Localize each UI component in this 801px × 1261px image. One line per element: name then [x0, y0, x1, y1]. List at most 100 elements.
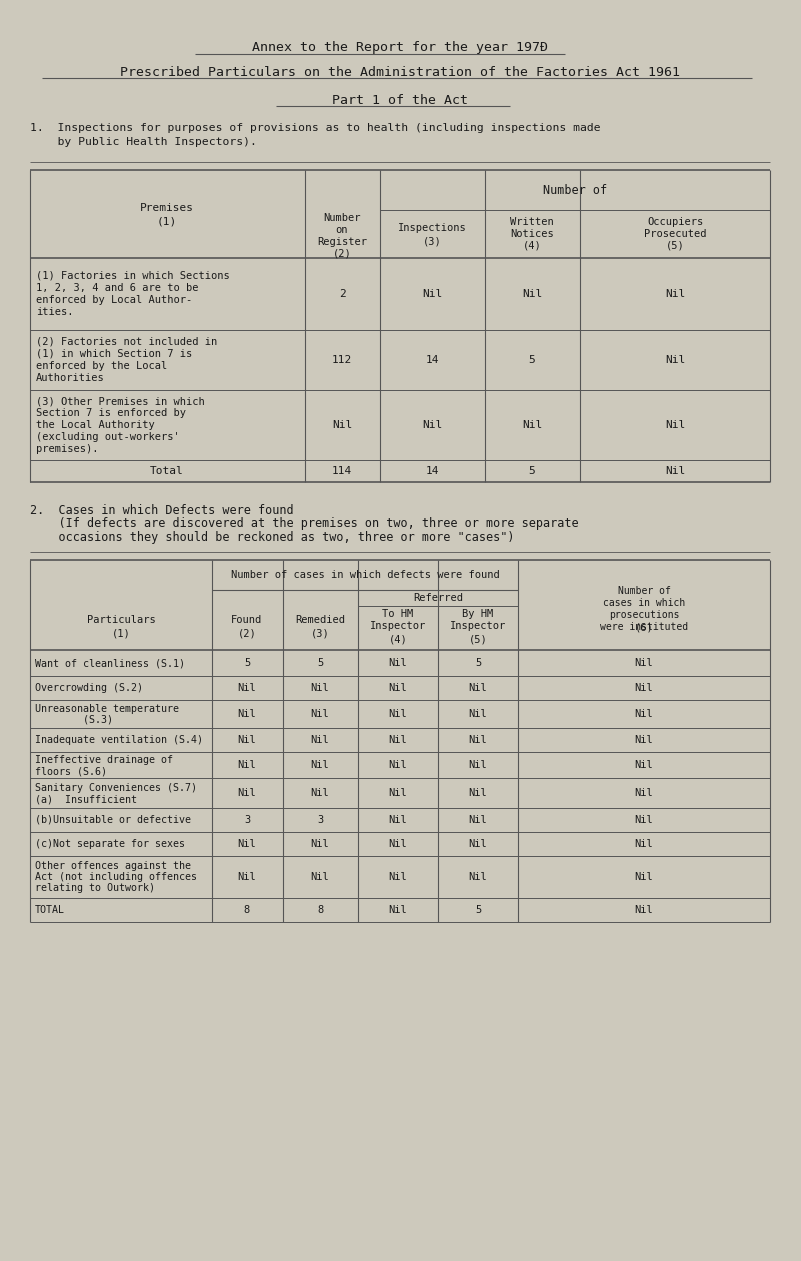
Text: Nil: Nil [388, 788, 408, 798]
Text: Remedied: Remedied [295, 615, 345, 625]
Text: Ineffective drainage of: Ineffective drainage of [35, 755, 173, 765]
Text: (1) in which Section 7 is: (1) in which Section 7 is [36, 349, 192, 359]
Text: Nil: Nil [665, 467, 685, 475]
Text: 5: 5 [475, 658, 481, 668]
Text: 5: 5 [529, 356, 535, 364]
Text: Nil: Nil [665, 289, 685, 299]
Text: 5: 5 [529, 467, 535, 475]
Text: Nil: Nil [388, 683, 408, 694]
Text: (2): (2) [238, 629, 256, 639]
Text: Nil: Nil [469, 788, 487, 798]
Text: By HM: By HM [462, 609, 493, 619]
Text: (If defects are discovered at the premises on two, three or more separate: (If defects are discovered at the premis… [30, 517, 578, 531]
Text: Nil: Nil [469, 839, 487, 849]
Text: Notices: Notices [510, 230, 553, 240]
Text: 112: 112 [332, 356, 352, 364]
Text: Nil: Nil [469, 873, 487, 881]
Text: Nil: Nil [311, 735, 329, 745]
Text: Nil: Nil [388, 905, 408, 915]
Text: Nil: Nil [634, 839, 654, 849]
Text: Total: Total [150, 467, 184, 475]
Text: (4): (4) [388, 636, 408, 644]
Text: Referred: Referred [413, 593, 463, 603]
Text: relating to Outwork): relating to Outwork) [35, 883, 155, 893]
Text: Nil: Nil [634, 905, 654, 915]
Text: Want of cleanliness (S.1): Want of cleanliness (S.1) [35, 658, 185, 668]
Text: (4): (4) [522, 241, 541, 251]
Text: 8: 8 [244, 905, 250, 915]
Text: (1): (1) [111, 629, 131, 639]
Text: 5: 5 [244, 658, 250, 668]
Text: (a)  Insufficient: (a) Insufficient [35, 794, 137, 805]
Text: Nil: Nil [634, 873, 654, 881]
Text: Nil: Nil [634, 815, 654, 825]
Text: TOTAL: TOTAL [35, 905, 65, 915]
Text: ities.: ities. [36, 306, 74, 317]
Text: Occupiers: Occupiers [647, 217, 703, 227]
Text: the Local Authority: the Local Authority [36, 420, 155, 430]
Text: (1): (1) [157, 217, 177, 227]
Text: (excluding out-workers': (excluding out-workers' [36, 433, 179, 443]
Text: Nil: Nil [469, 815, 487, 825]
Text: Nil: Nil [238, 709, 256, 719]
Text: Number of: Number of [618, 586, 670, 596]
Text: (2): (2) [332, 248, 352, 259]
Text: (3) Other Premises in which: (3) Other Premises in which [36, 396, 205, 406]
Text: Nil: Nil [388, 760, 408, 770]
Text: Nil: Nil [634, 788, 654, 798]
Text: Nil: Nil [238, 873, 256, 881]
Text: Nil: Nil [388, 709, 408, 719]
Text: Inspector: Inspector [450, 620, 506, 630]
Text: Number: Number [324, 213, 360, 223]
Text: Other offences against the: Other offences against the [35, 861, 191, 871]
Text: Prosecuted: Prosecuted [644, 230, 706, 240]
Text: Nil: Nil [634, 658, 654, 668]
Text: Section 7 is enforced by: Section 7 is enforced by [36, 409, 186, 417]
Text: Nil: Nil [311, 788, 329, 798]
Text: Nil: Nil [332, 420, 352, 430]
Text: Nil: Nil [238, 683, 256, 694]
Text: Nil: Nil [238, 839, 256, 849]
Text: Nil: Nil [665, 420, 685, 430]
Text: Nil: Nil [238, 735, 256, 745]
Text: Nil: Nil [522, 289, 542, 299]
Text: Written: Written [510, 217, 553, 227]
Text: (5): (5) [666, 241, 684, 251]
Text: enforced by the Local: enforced by the Local [36, 361, 167, 371]
Text: Nil: Nil [238, 788, 256, 798]
Text: 2.  Cases in which Defects were found: 2. Cases in which Defects were found [30, 503, 294, 517]
Text: 5: 5 [475, 905, 481, 915]
Text: Nil: Nil [388, 839, 408, 849]
Text: Nil: Nil [634, 709, 654, 719]
Text: Nil: Nil [634, 683, 654, 694]
Text: 14: 14 [425, 467, 439, 475]
Text: cases in which: cases in which [603, 598, 685, 608]
Text: Nil: Nil [388, 735, 408, 745]
Text: Nil: Nil [238, 760, 256, 770]
Text: Nil: Nil [469, 683, 487, 694]
Text: Nil: Nil [522, 420, 542, 430]
Text: Particulars: Particulars [87, 615, 155, 625]
Text: (3): (3) [311, 629, 329, 639]
Text: To HM: To HM [382, 609, 413, 619]
Text: 3: 3 [317, 815, 323, 825]
Text: Nil: Nil [469, 735, 487, 745]
Text: prosecutions: prosecutions [609, 610, 679, 620]
Text: Premises: Premises [140, 203, 194, 213]
Text: Nil: Nil [469, 709, 487, 719]
Text: Inspections: Inspections [397, 223, 466, 233]
Text: Unreasonable temperature: Unreasonable temperature [35, 704, 179, 714]
Text: 8: 8 [317, 905, 323, 915]
Text: Nil: Nil [311, 683, 329, 694]
Text: Sanitary Conveniences (S.7): Sanitary Conveniences (S.7) [35, 783, 197, 793]
Text: by Public Health Inspectors).: by Public Health Inspectors). [30, 137, 257, 148]
Text: Nil: Nil [469, 760, 487, 770]
Text: (2) Factories not included in: (2) Factories not included in [36, 337, 217, 347]
Text: Authorities: Authorities [36, 373, 105, 383]
Text: 114: 114 [332, 467, 352, 475]
Text: Nil: Nil [388, 815, 408, 825]
Text: (c)Not separate for sexes: (c)Not separate for sexes [35, 839, 185, 849]
Text: Overcrowding (S.2): Overcrowding (S.2) [35, 683, 143, 694]
Text: occasions they should be reckoned as two, three or more "cases"): occasions they should be reckoned as two… [30, 531, 514, 545]
Text: Nil: Nil [311, 760, 329, 770]
